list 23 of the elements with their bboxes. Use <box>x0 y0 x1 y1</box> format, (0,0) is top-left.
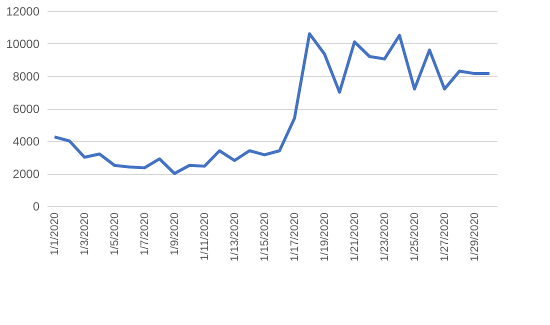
x-tick-label: 1/23/2020 <box>379 212 391 262</box>
x-tick-label: 1/29/2020 <box>469 212 481 262</box>
line-series <box>53 32 491 175</box>
x-tick-label: 1/19/2020 <box>319 212 331 262</box>
y-tick-label: 6000 <box>12 102 40 116</box>
x-tick-label: 1/3/2020 <box>79 212 91 256</box>
x-tick-label: 1/25/2020 <box>409 212 421 262</box>
x-tick-label: 1/17/2020 <box>289 212 301 262</box>
y-tick-label: 12000 <box>6 4 40 18</box>
x-tick-label: 1/15/2020 <box>259 212 271 262</box>
y-tick-label: 4000 <box>12 134 40 148</box>
x-tick-label: 1/11/2020 <box>199 212 211 261</box>
x-tick-label: 1/13/2020 <box>229 212 241 262</box>
x-tick-label: 1/27/2020 <box>439 212 451 262</box>
x-tick-label: 1/1/2020 <box>49 212 61 256</box>
x-tick-label: 1/9/2020 <box>169 212 181 256</box>
x-tick-label: 1/21/2020 <box>349 212 361 262</box>
x-tick-label: 1/7/2020 <box>139 212 151 256</box>
y-tick-label: 10000 <box>6 37 40 51</box>
y-tick-label: 0 <box>32 200 40 214</box>
x-tick-label: 1/5/2020 <box>109 212 121 256</box>
y-tick-label: 8000 <box>12 70 40 84</box>
y-tick-label: 2000 <box>12 167 40 181</box>
